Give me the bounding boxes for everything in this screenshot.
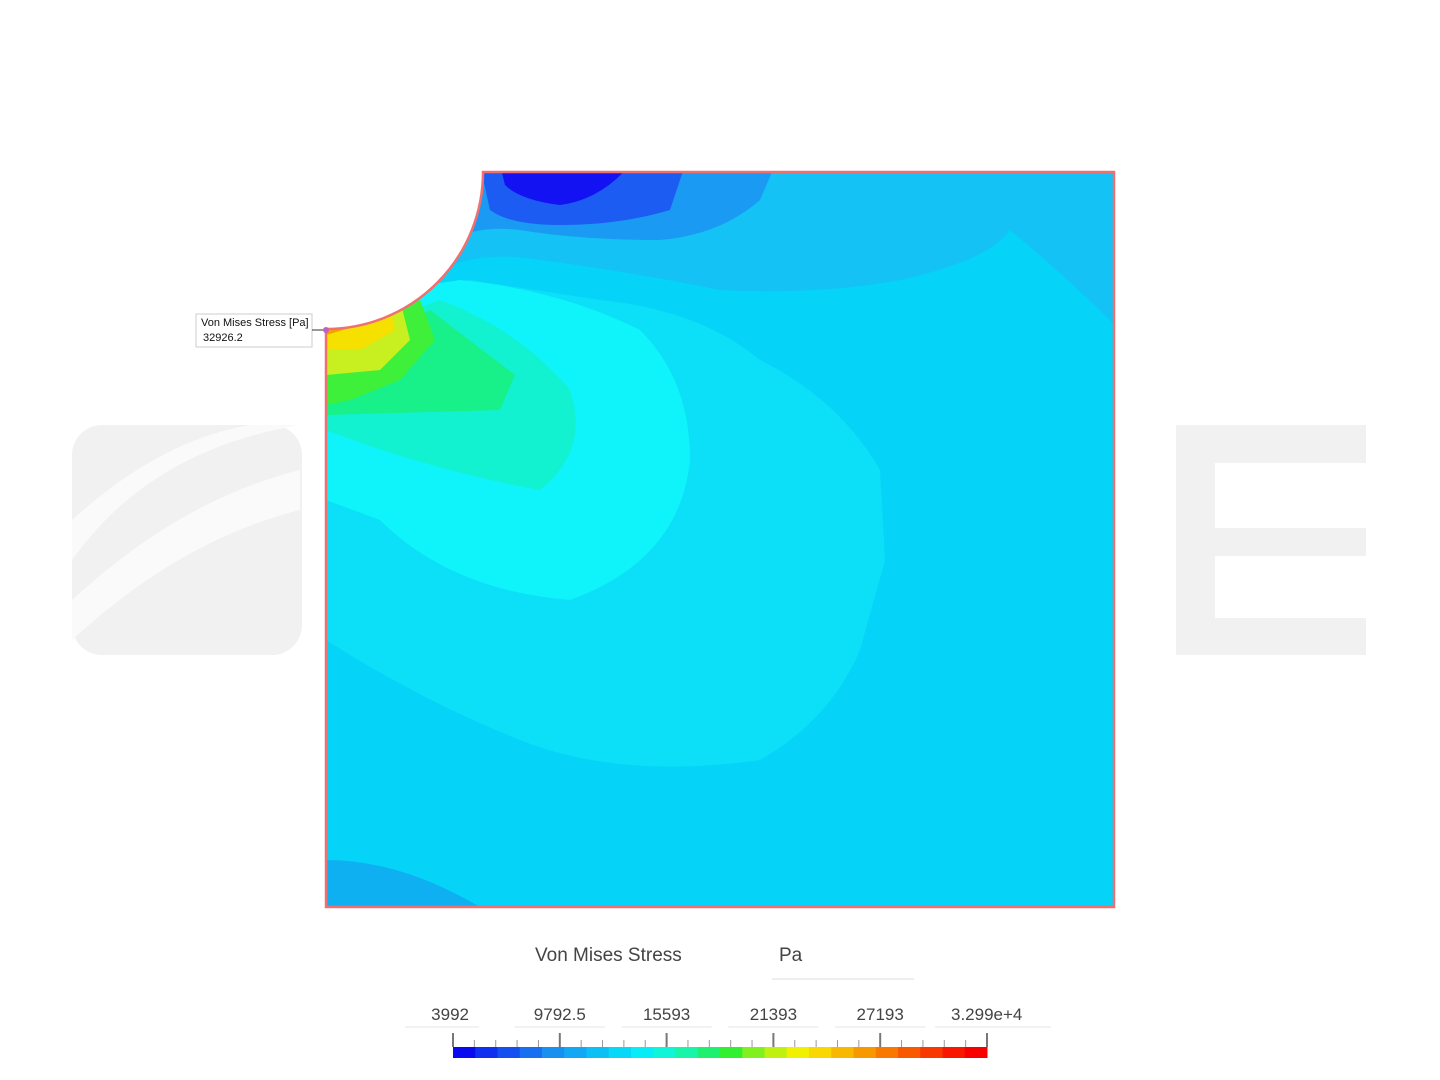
- tick-label: 9792.5: [534, 1005, 586, 1024]
- colorbar-swatch: [742, 1047, 765, 1058]
- colorbar-swatch: [964, 1047, 988, 1058]
- colorbar-swatch: [697, 1047, 721, 1058]
- colorbar-swatch: [542, 1047, 565, 1058]
- colorbar-ticks: 3992 9792.5 15593 21393 27193 3.299e+4: [405, 1005, 1051, 1047]
- colorbar-swatch: [608, 1047, 632, 1058]
- tick-label: 21393: [750, 1005, 797, 1024]
- probe-value: 32926.2: [203, 332, 243, 344]
- colorbar-swatch: [720, 1047, 743, 1058]
- tick-label: 27193: [857, 1005, 904, 1024]
- colorbar-swatch: [764, 1047, 788, 1058]
- colorbar-swatch: [453, 1047, 476, 1058]
- legend-unit: Pa: [779, 945, 803, 966]
- colorbar-swatch: [786, 1047, 810, 1058]
- colorbar-swatch: [809, 1047, 832, 1058]
- probe-box: [195, 313, 313, 348]
- colorbar: [452, 1040, 988, 1058]
- colorbar-swatch: [898, 1047, 921, 1058]
- colorbar-swatch: [831, 1047, 854, 1058]
- legend-title: Von Mises Stress: [535, 945, 682, 966]
- colorbar-swatch: [564, 1047, 587, 1058]
- probe-point: [323, 327, 329, 333]
- legend: Von Mises Stress Pa 3992 9792.5 15593 21393…: [405, 945, 1051, 1058]
- colorbar-swatch: [853, 1047, 877, 1058]
- colorbar-swatch: [475, 1047, 498, 1058]
- colorbar-swatch: [942, 1047, 966, 1058]
- colorbar-swatch: [631, 1047, 654, 1058]
- colorbar-swatch: [497, 1047, 521, 1058]
- colorbar-swatch: [653, 1047, 676, 1058]
- colorbar-swatch: [920, 1047, 943, 1058]
- colorbar-swatch: [875, 1047, 899, 1058]
- contour-plot: [326, 172, 1114, 907]
- colorbar-swatch: [519, 1047, 543, 1058]
- tick-label: 3.299e+4: [951, 1005, 1022, 1024]
- colorbar-swatch: [586, 1047, 610, 1058]
- probe-title: Von Mises Stress [Pa]: [201, 317, 309, 329]
- tick-label: 15593: [643, 1005, 690, 1024]
- tick-label: 3992: [431, 1005, 469, 1024]
- colorbar-swatch: [675, 1047, 699, 1058]
- probe[interactable]: Von Mises Stress [Pa] 32926.2: [195, 313, 329, 348]
